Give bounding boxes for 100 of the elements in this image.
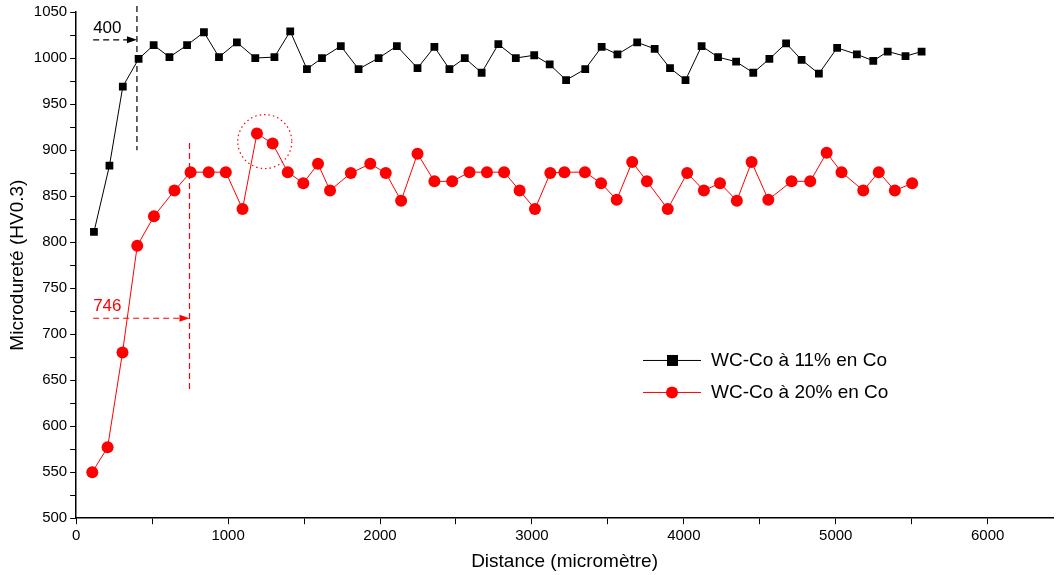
point (428, 175, 441, 188)
point (250, 127, 263, 140)
point (147, 210, 160, 223)
y-tick-label: 1000 (33, 48, 68, 66)
y-tick-label: 800 (42, 232, 68, 250)
point (379, 167, 392, 180)
point (901, 52, 910, 61)
point (168, 184, 181, 197)
point (797, 55, 806, 64)
point (395, 194, 408, 207)
point (411, 147, 424, 160)
point (286, 27, 295, 36)
point (233, 38, 241, 47)
point (430, 43, 439, 51)
x-tick-label: 1000 (211, 526, 245, 544)
point (595, 177, 608, 190)
point (116, 346, 129, 359)
point (336, 42, 345, 50)
point (364, 157, 377, 170)
point (498, 166, 511, 179)
point (578, 166, 591, 179)
point (765, 55, 774, 63)
point (183, 41, 191, 50)
point (714, 53, 722, 61)
point (869, 56, 878, 65)
y-tick-label: 600 (42, 416, 68, 434)
point (762, 193, 775, 206)
point (681, 167, 694, 180)
point (666, 64, 674, 73)
point (251, 54, 260, 62)
point (804, 175, 817, 188)
point (324, 184, 337, 197)
point (460, 54, 469, 62)
point (820, 146, 833, 159)
point (413, 64, 422, 73)
point (581, 65, 590, 73)
point (303, 65, 311, 73)
y-tick-label: 550 (42, 462, 68, 480)
point (610, 193, 623, 206)
point (613, 50, 622, 59)
x-tick-label: 0 (72, 526, 81, 544)
point (857, 184, 870, 197)
point (131, 239, 144, 252)
point (312, 157, 325, 170)
point (480, 166, 493, 179)
point (544, 167, 557, 180)
point (730, 194, 743, 207)
x-axis-title: Distance (micromètre) (471, 549, 659, 571)
y-tick-label: 950 (42, 94, 68, 112)
point (530, 51, 539, 60)
point (281, 166, 294, 179)
point (528, 202, 541, 215)
point (344, 167, 357, 180)
point (906, 177, 919, 190)
point (835, 166, 848, 179)
point (833, 44, 842, 52)
legend-label: WC-Co à 20% en Co (711, 380, 889, 402)
point (270, 53, 279, 61)
point (200, 28, 208, 37)
point (852, 50, 861, 59)
point (266, 137, 279, 150)
point (545, 60, 554, 69)
point (463, 166, 476, 179)
point (888, 184, 901, 197)
y-axis-title: Microdureté (HV0.3) (5, 179, 27, 351)
point (202, 166, 215, 179)
point (785, 175, 798, 188)
point (446, 175, 459, 188)
point (494, 40, 503, 49)
point (149, 41, 158, 50)
point (297, 177, 310, 190)
x-tick-label: 3000 (515, 526, 549, 544)
point (219, 166, 232, 179)
point (626, 156, 639, 169)
point (90, 228, 98, 236)
ref-line-label: 400 (93, 18, 122, 38)
ref-line-label: 746 (93, 296, 122, 316)
point (513, 184, 526, 197)
y-tick-label: 850 (42, 186, 68, 204)
y-tick-label: 900 (42, 140, 68, 158)
point (697, 42, 706, 50)
point (640, 175, 653, 188)
point (215, 53, 223, 61)
y-tick-label: 750 (42, 278, 68, 296)
point (86, 466, 99, 479)
point (562, 76, 570, 84)
point (815, 69, 823, 78)
point (872, 166, 885, 179)
point (236, 202, 249, 215)
point (732, 57, 740, 66)
x-tick-label: 4000 (667, 526, 701, 544)
legend-label: WC-Co à 11% en Co (711, 348, 887, 370)
point (597, 43, 606, 51)
y-tick-label: 700 (42, 324, 68, 342)
point (477, 68, 486, 77)
point (105, 161, 114, 170)
point (681, 76, 690, 84)
point (782, 39, 790, 48)
x-tick-label: 2000 (363, 526, 397, 544)
point (714, 177, 726, 190)
